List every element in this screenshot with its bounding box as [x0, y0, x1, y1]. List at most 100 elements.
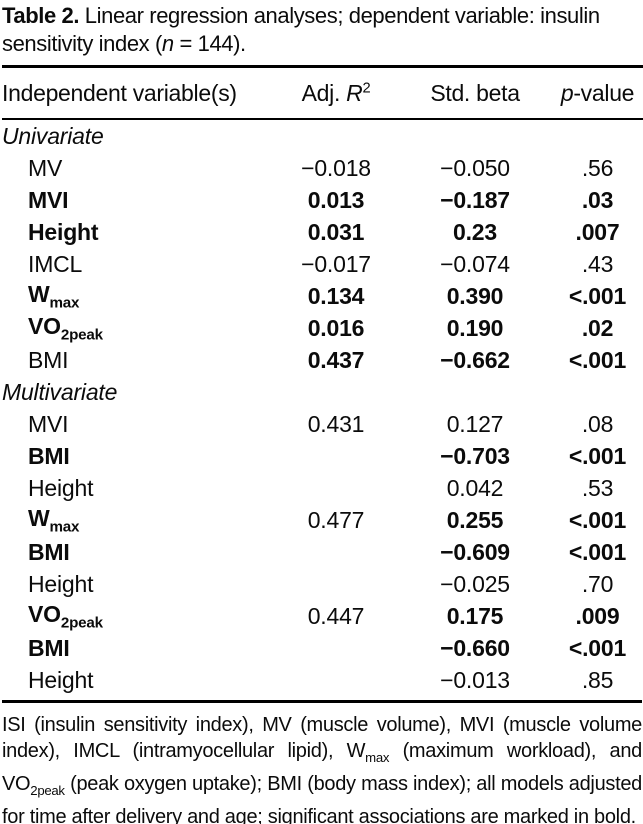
- variable-name: W: [28, 504, 50, 531]
- table-title: Table 2. Linear regression analyses; dep…: [2, 2, 642, 58]
- section-label: Multivariate: [2, 378, 118, 405]
- table-row: BMI 0.437 −0.662 <.001: [2, 344, 643, 376]
- variable-name: MV: [28, 154, 63, 181]
- footnote: ISI (insulin sensitivity index), MV (mus…: [2, 712, 642, 824]
- variable-name: MVI: [28, 186, 69, 213]
- cell-std-beta: −0.050: [440, 154, 510, 181]
- cell-std-beta: −0.074: [440, 250, 510, 277]
- cell-std-beta: 0.255: [446, 506, 504, 533]
- table-row: MVI 0.013 −0.187 .03: [2, 184, 643, 216]
- variable-name: Height: [28, 570, 94, 597]
- table-row: MVI 0.431 0.127 .08: [2, 408, 643, 440]
- cell-adj-r2: 0.437: [307, 346, 365, 373]
- cell-adj-r2: [272, 536, 400, 568]
- row-label: BMI: [2, 344, 272, 376]
- variable-subscript: max: [49, 518, 80, 536]
- variable-name: IMCL: [28, 250, 83, 277]
- cell-p-value: <.001: [568, 442, 627, 469]
- cell-adj-r2: −0.018: [301, 154, 371, 181]
- table-header: Independent variable(s) Adj. R2 Std. bet…: [2, 66, 643, 120]
- variable-name: MVI: [28, 410, 69, 437]
- cell-std-beta: −0.609: [440, 538, 510, 565]
- cell-p-value: .70: [581, 570, 614, 597]
- cell-adj-r2: 0.013: [307, 186, 365, 213]
- row-label: VO2peak: [2, 312, 272, 344]
- table-body: Univariate MV −0.018 −0.050 .56 MVI 0.013 −0.18…: [2, 119, 643, 696]
- r-squared-sup: 2: [362, 79, 371, 96]
- col-header-std-beta: Std. beta: [400, 66, 550, 120]
- row-label: Height: [2, 568, 272, 600]
- variable-name: BMI: [28, 346, 69, 373]
- cell-adj-r2: [272, 632, 400, 664]
- cell-adj-r2: [272, 472, 400, 504]
- footnote-text: (maximum workload), and VO: [2, 740, 642, 795]
- table-row: Height 0.031 0.23 .007: [2, 216, 643, 248]
- cell-std-beta: 0.175: [446, 602, 504, 629]
- table-title-number: Table 2.: [2, 3, 80, 28]
- r-symbol: R: [346, 79, 363, 106]
- cell-std-beta: 0.127: [446, 410, 504, 437]
- variable-name: W: [28, 280, 50, 307]
- cell-std-beta: −0.025: [440, 570, 510, 597]
- cell-adj-r2: [272, 664, 400, 696]
- cell-adj-r2: 0.134: [307, 282, 365, 309]
- variable-subscript: 2peak: [60, 326, 103, 344]
- std-beta-label: Std. beta: [430, 79, 520, 106]
- variable-subscript: 2peak: [60, 614, 103, 632]
- cell-std-beta: 0.042: [446, 474, 504, 501]
- cell-p-value: .08: [581, 410, 614, 437]
- variable-name: Height: [28, 218, 99, 245]
- col-header-independent-variable: Independent variable(s): [2, 66, 272, 120]
- footnote-subscript: max: [365, 750, 390, 765]
- row-label: BMI: [2, 440, 272, 472]
- row-label: BMI: [2, 632, 272, 664]
- variable-subscript: max: [49, 294, 80, 312]
- cell-p-value: .85: [581, 666, 614, 693]
- cell-p-value: .03: [581, 186, 614, 213]
- cell-p-value: .43: [581, 250, 614, 277]
- table-title-tail: = 144).: [173, 31, 246, 56]
- cell-adj-r2: −0.017: [301, 250, 371, 277]
- bottom-rule: [2, 700, 642, 703]
- variable-name: VO: [28, 312, 61, 339]
- cell-std-beta: 0.190: [446, 314, 504, 341]
- row-label: IMCL: [2, 248, 272, 280]
- row-label: Height: [2, 664, 272, 696]
- cell-std-beta: −0.013: [440, 666, 510, 693]
- section-label: Univariate: [2, 122, 104, 149]
- cell-adj-r2: 0.431: [307, 410, 365, 437]
- cell-p-value: <.001: [568, 634, 627, 661]
- col-header-p-value: p-value: [550, 66, 643, 120]
- row-label: MVI: [2, 408, 272, 440]
- cell-p-value: .007: [575, 218, 620, 245]
- regression-table: Independent variable(s) Adj. R2 Std. bet…: [2, 65, 643, 696]
- row-label: MV: [2, 152, 272, 184]
- footnote-text: ISI (insulin sensitivity index), MV (mus…: [2, 714, 642, 762]
- table-row: Height −0.013 .85: [2, 664, 643, 696]
- table-row: Wmax 0.477 0.255 <.001: [2, 504, 643, 536]
- adj-prefix: Adj.: [301, 79, 347, 106]
- section-row: Univariate: [2, 119, 643, 152]
- cell-std-beta: −0.187: [440, 186, 510, 213]
- table-title-n-italic: n: [161, 31, 174, 56]
- cell-adj-r2: 0.016: [307, 314, 365, 341]
- footnote-text: (peak oxygen uptake); BMI (body mass ind…: [2, 773, 642, 824]
- cell-p-value: .009: [575, 602, 620, 629]
- cell-std-beta: −0.703: [440, 442, 510, 469]
- cell-adj-r2: [272, 568, 400, 600]
- cell-p-value: .02: [581, 314, 614, 341]
- row-label: Wmax: [2, 504, 272, 536]
- table-row: VO2peak 0.447 0.175 .009: [2, 600, 643, 632]
- row-label: BMI: [2, 536, 272, 568]
- table-row: BMI −0.660 <.001: [2, 632, 643, 664]
- row-label: VO2peak: [2, 600, 272, 632]
- table-row: MV −0.018 −0.050 .56: [2, 152, 643, 184]
- col-header-adj-r2: Adj. R2: [272, 66, 400, 120]
- cell-std-beta: 0.23: [453, 218, 497, 245]
- cell-std-beta: 0.390: [446, 282, 504, 309]
- p-value-rest: -value: [573, 79, 635, 106]
- section-row: Multivariate: [2, 376, 643, 408]
- variable-name: BMI: [28, 442, 70, 469]
- cell-adj-r2: [272, 440, 400, 472]
